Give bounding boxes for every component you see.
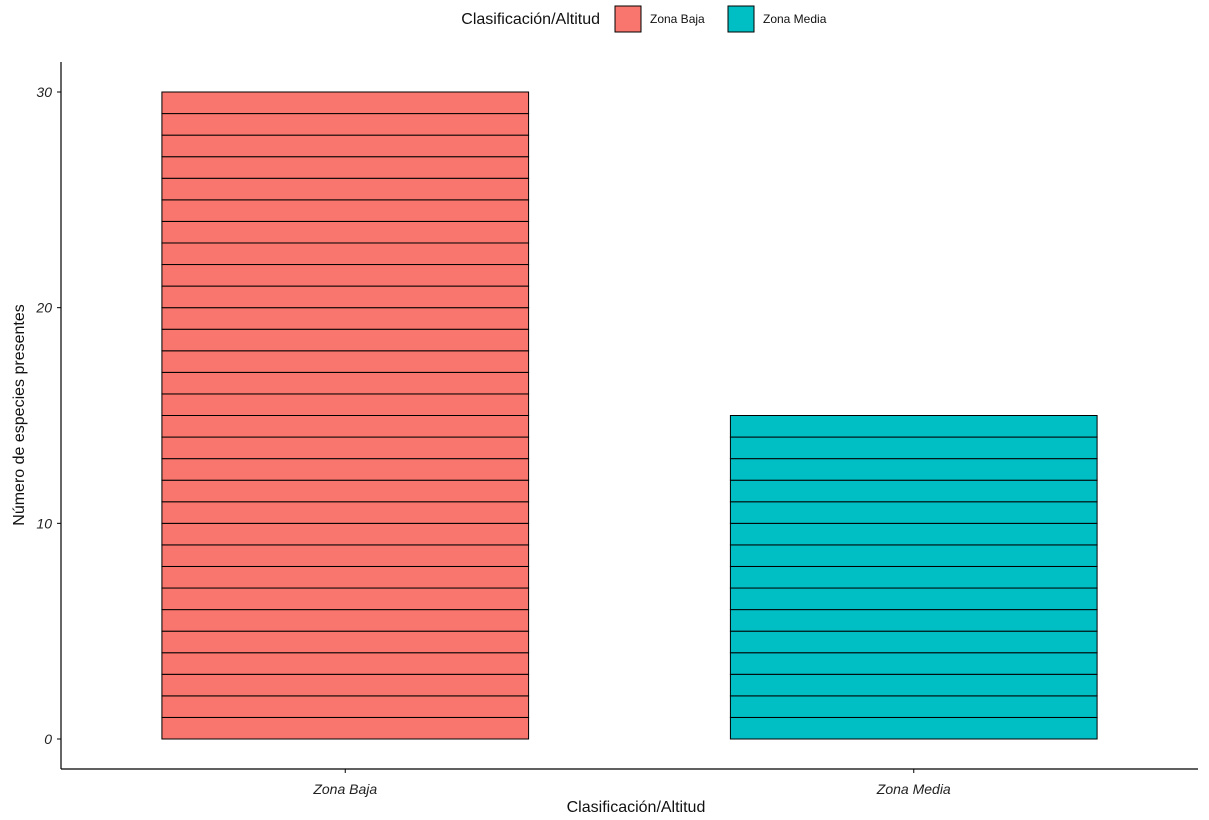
bar-segment-zona-media (729, 436, 1098, 460)
bar-segment-zona-baja (161, 544, 530, 567)
y-tick-label-20: 20 (35, 300, 52, 316)
bar-segment-zona-baja (161, 113, 530, 136)
legend-label-zona-media: Zona Media (763, 12, 827, 26)
bar-segment-zona-media (729, 652, 1098, 675)
bar-segment-zona-baja (161, 415, 530, 438)
bar-segment-zona-baja (161, 371, 530, 395)
bar-segment-zona-baja (161, 436, 530, 460)
bar-segment-zona-baja (161, 393, 530, 416)
legend-swatch-zona-media (727, 5, 755, 33)
bar-segment-zona-media (729, 609, 1098, 632)
bar-segment-zona-baja (161, 350, 530, 373)
bar-segment-zona-media (729, 479, 1098, 503)
bar-segment-zona-baja (161, 716, 530, 740)
bar-segment-zona-baja (161, 91, 530, 115)
bar-segment-zona-baja (161, 587, 530, 611)
bar-segment-zona-media (729, 501, 1098, 524)
bar-segment-zona-baja (161, 673, 530, 697)
bar-segment-zona-baja (161, 458, 530, 481)
legend-label-zona-baja: Zona Baja (650, 12, 705, 26)
bar-segment-zona-baja (161, 565, 530, 589)
bar-segment-zona-baja (161, 479, 530, 503)
bar-segment-zona-baja (161, 156, 530, 179)
bar-segment-zona-baja (161, 177, 530, 201)
bar-segment-zona-baja (161, 220, 530, 244)
bar-segment-zona-baja (161, 242, 530, 266)
bar-segment-zona-media (729, 522, 1098, 546)
x-axis-title: Clasificación/Altitud (567, 799, 706, 816)
x-ticks: Zona Baja Zona Media (312, 769, 951, 797)
bar-segment-zona-baja (161, 307, 530, 330)
bar-segment-zona-media (729, 458, 1098, 481)
bars (161, 91, 1098, 740)
y-ticks: 0 10 20 30 (35, 84, 61, 747)
x-tick-label-zona-media: Zona Media (876, 781, 951, 797)
bar-segment-zona-baja (161, 695, 530, 718)
bar-segment-zona-baja (161, 264, 530, 287)
bar-segment-zona-media (729, 695, 1098, 718)
bar-segment-zona-media (729, 587, 1098, 611)
bar-segment-zona-media (729, 673, 1098, 697)
y-tick-label-0: 0 (44, 731, 52, 747)
bar-segment-zona-baja (161, 328, 530, 352)
bar-segment-zona-baja (161, 609, 530, 632)
y-tick-label-30: 30 (36, 84, 52, 100)
bar-segment-zona-baja (161, 134, 530, 158)
bar-segment-zona-baja (161, 522, 530, 546)
legend-swatch-zona-baja (614, 5, 642, 33)
bar-segment-zona-baja (161, 652, 530, 675)
bar-segment-zona-media (729, 716, 1098, 740)
x-tick-label-zona-baja: Zona Baja (312, 781, 377, 797)
bar-segment-zona-baja (161, 501, 530, 524)
bar-segment-zona-baja (161, 630, 530, 654)
y-axis-title: Número de especies presentes (11, 304, 28, 525)
bar-segment-zona-baja (161, 199, 530, 222)
bar-segment-zona-media (729, 630, 1098, 654)
y-tick-label-10: 10 (36, 515, 52, 531)
bar-segment-zona-media (729, 544, 1098, 567)
bar-segment-zona-baja (161, 285, 530, 309)
bar-segment-zona-media (729, 565, 1098, 589)
legend-title: Clasificación/Altitud (461, 11, 600, 28)
bar-segment-zona-media (729, 415, 1098, 438)
legend: Clasificación/Altitud Zona Baja Zona Med… (461, 5, 827, 33)
